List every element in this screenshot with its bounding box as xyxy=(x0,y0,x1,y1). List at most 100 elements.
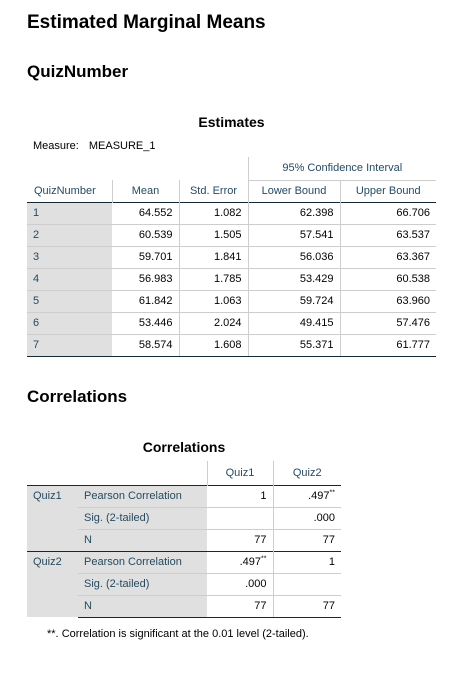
lower-bound-cell: 59.724 xyxy=(247,289,340,312)
col-header-quiznumber: QuizNumber xyxy=(34,184,96,197)
header-spacer xyxy=(179,157,248,180)
header-spacer xyxy=(27,157,112,180)
correlations-body: Quiz1 Quiz2 Quiz1 Pearson Correlation 1 … xyxy=(27,461,341,618)
page-heading: Estimated Marginal Means xyxy=(27,12,266,33)
measure-label: Measure: xyxy=(33,140,79,152)
upper-bound-cell: 66.706 xyxy=(339,201,437,224)
upper-bound-cell: 57.476 xyxy=(339,311,437,334)
table-row: 7 58.574 1.608 55.371 61.777 xyxy=(27,333,437,357)
std-error-cell: 1.841 xyxy=(178,245,248,268)
col-header-lower-bound: Lower Bound xyxy=(247,180,340,202)
lower-bound-cell: 56.036 xyxy=(247,245,340,268)
std-error-cell: 1.785 xyxy=(178,267,248,290)
footnote-text: Correlation is significant at the 0.01 l… xyxy=(61,628,309,640)
group-label-quiz2: Quiz2 xyxy=(27,550,78,617)
row-label: 6 xyxy=(27,311,112,334)
stat-label: Pearson Correlation xyxy=(78,484,207,507)
col-header-mean: Mean xyxy=(111,180,179,202)
lower-bound-cell: 55.371 xyxy=(247,333,340,357)
quiz2-cell: 77 xyxy=(272,594,341,618)
quiz1-cell: 77 xyxy=(207,594,273,618)
measure-line: Measure: MEASURE_1 xyxy=(33,140,156,152)
estimates-title: Estimates xyxy=(198,114,265,130)
table-row: 1 64.552 1.082 62.398 66.706 xyxy=(27,201,437,224)
header-spacer xyxy=(78,461,207,485)
header-spacer xyxy=(112,157,179,180)
mean-cell: 64.552 xyxy=(112,201,179,224)
stat-label: N xyxy=(78,528,207,551)
row-label: 7 xyxy=(27,333,112,357)
stat-label: Sig. (2-tailed) xyxy=(78,572,207,595)
quiz1-sig-marker: ** xyxy=(261,555,267,563)
quiz2-value: 1 xyxy=(328,556,335,568)
quiz1-cell: 1 xyxy=(207,484,273,507)
row-label: 5 xyxy=(27,289,112,312)
section-title-correlations: Correlations xyxy=(27,387,128,406)
header-spacer xyxy=(27,461,78,485)
estimates-table: 95% Confidence Interval QuizNumber Mean … xyxy=(27,157,437,357)
quiz1-value: 1 xyxy=(260,490,267,502)
table-row: Quiz2 Pearson Correlation .497** 1 xyxy=(27,550,341,617)
mean-cell: 53.446 xyxy=(112,311,179,334)
mean-cell: 61.842 xyxy=(112,289,179,312)
quiz1-cell xyxy=(207,506,273,529)
quiz2-cell: .497** xyxy=(272,484,341,507)
quiz1-cell: .000 xyxy=(207,572,273,595)
quiz1-value: .497 xyxy=(239,556,262,568)
table-row: Sig. (2-tailed) .000 xyxy=(27,572,341,595)
quiz2-sig-marker: ** xyxy=(329,489,335,497)
mean-cell: 56.983 xyxy=(112,267,179,290)
footnote-marker: **. xyxy=(47,628,59,640)
quiz1-cell: .497** xyxy=(207,550,273,573)
stat-label: Pearson Correlation xyxy=(78,550,207,573)
table-row: 3 59.701 1.841 56.036 63.367 xyxy=(27,245,437,268)
table-row: 5 61.842 1.063 59.724 63.960 xyxy=(27,289,437,312)
correlations-title: Correlations xyxy=(142,439,226,455)
std-error-cell: 1.608 xyxy=(178,333,248,357)
quiz2-value: .497 xyxy=(308,490,330,502)
quiz2-cell: 1 xyxy=(272,550,341,573)
group-label-quiz1: Quiz1 xyxy=(27,484,78,551)
col-header-upper-bound: Upper Bound xyxy=(339,180,437,202)
measure-value: MEASURE_1 xyxy=(88,140,156,152)
col-header-std-error: Std. Error xyxy=(178,180,248,202)
estimates-body: 95% Confidence Interval QuizNumber Mean … xyxy=(27,157,437,357)
correlations-table: Quiz1 Quiz2 Quiz1 Pearson Correlation 1 … xyxy=(27,461,341,618)
table-row: 6 53.446 2.024 49.415 57.476 xyxy=(27,311,437,334)
ci-header: 95% Confidence Interval xyxy=(247,157,437,181)
quiz2-cell: 77 xyxy=(272,528,341,551)
std-error-cell: 1.082 xyxy=(178,201,248,224)
stat-label: Sig. (2-tailed) xyxy=(78,506,207,529)
mean-cell: 59.701 xyxy=(112,245,179,268)
quiz2-cell: .000 xyxy=(272,506,341,529)
mean-cell: 58.574 xyxy=(112,333,179,357)
lower-bound-cell: 62.398 xyxy=(247,201,340,224)
upper-bound-cell: 63.960 xyxy=(339,289,437,312)
upper-bound-cell: 60.538 xyxy=(339,267,437,290)
quiz2-cell xyxy=(272,572,341,595)
col-header-quiz2: Quiz2 xyxy=(272,461,341,485)
table-row: N 77 77 xyxy=(27,594,341,618)
lower-bound-cell: 57.541 xyxy=(247,223,340,246)
table-row: N 77 77 xyxy=(27,528,341,551)
row-label: 4 xyxy=(27,267,112,290)
row-label: 3 xyxy=(27,245,112,268)
std-error-cell: 1.063 xyxy=(178,289,248,312)
upper-bound-cell: 63.537 xyxy=(339,223,437,246)
std-error-cell: 1.505 xyxy=(178,223,248,246)
lower-bound-cell: 49.415 xyxy=(247,311,340,334)
section-title-quiznumber: QuizNumber xyxy=(27,62,129,81)
std-error-cell: 2.024 xyxy=(178,311,248,334)
lower-bound-cell: 53.429 xyxy=(247,267,340,290)
footnote: **. Correlation is significant at the 0.… xyxy=(47,627,317,641)
stat-label: N xyxy=(78,594,207,618)
quiz1-cell: 77 xyxy=(207,528,273,551)
table-row: 4 56.983 1.785 53.429 60.538 xyxy=(27,267,437,290)
table-row: 2 60.539 1.505 57.541 63.537 xyxy=(27,223,437,246)
upper-bound-cell: 61.777 xyxy=(339,333,437,357)
mean-cell: 60.539 xyxy=(112,223,179,246)
upper-bound-cell: 63.367 xyxy=(339,245,437,268)
table-row: Sig. (2-tailed) .000 xyxy=(27,506,341,529)
row-label: 1 xyxy=(27,201,112,224)
row-label: 2 xyxy=(27,223,112,246)
